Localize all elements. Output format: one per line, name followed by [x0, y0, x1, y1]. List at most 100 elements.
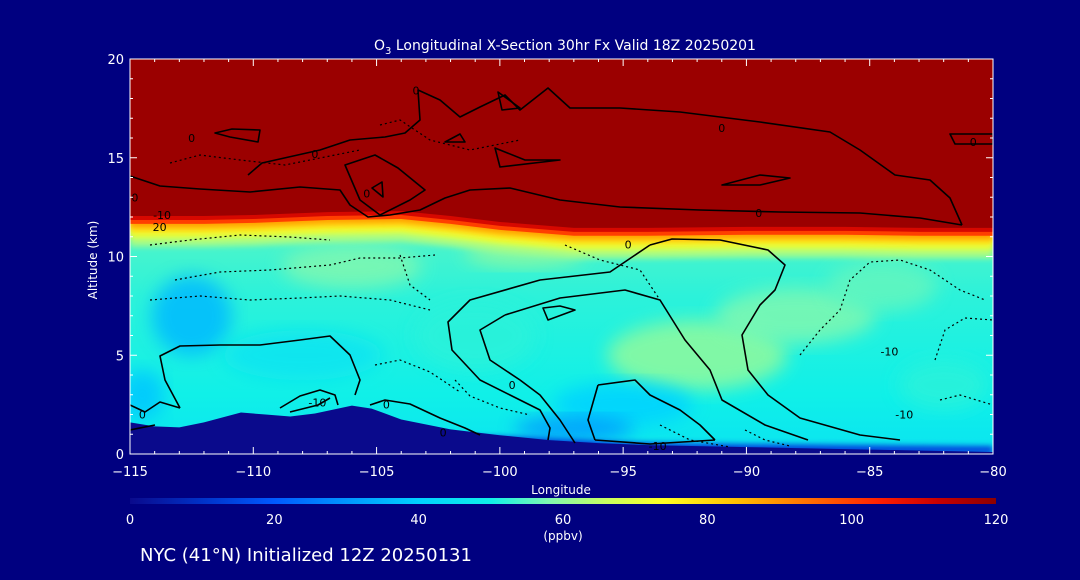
contour-solid [542, 305, 576, 321]
y-axis-label: Altitude (km) [86, 221, 100, 300]
contour-solid [587, 384, 599, 441]
y-axis: 0 5 10 15 20 [107, 53, 993, 463]
contour-dotted [149, 295, 431, 311]
colorbar-tick-label: 100 [839, 513, 864, 528]
ozone-anomaly [827, 261, 938, 312]
ozone-anomaly [553, 382, 694, 427]
ozone-field [130, 59, 993, 454]
contour-solid [130, 424, 156, 431]
contour-label: 0 [383, 399, 390, 412]
contour-dotted [379, 119, 521, 151]
contour-label: 0 [718, 122, 725, 135]
ozone-anomaly [898, 359, 989, 410]
contour-label: 0 [970, 136, 977, 149]
tropopause-band [130, 59, 993, 228]
x-tick-label: −110 [235, 465, 271, 480]
contour-label: 0 [139, 409, 146, 422]
contour-solid [371, 181, 384, 198]
chart-title-main: O [374, 38, 385, 54]
colorbar-tick-label: 60 [555, 513, 572, 528]
contour-dotted [149, 234, 331, 246]
contour-dotted [374, 359, 461, 393]
x-tick-label: −90 [733, 465, 760, 480]
colorbar-tick-label: 80 [699, 513, 716, 528]
contour-solid [497, 91, 521, 111]
chart-title: O3 Longitudinal X-Section 30hr Fx Valid … [374, 38, 756, 57]
colorbar-tick-label: 120 [984, 513, 1009, 528]
terrain [130, 405, 993, 454]
x-axis-label: Longitude [531, 483, 591, 497]
contour-label: 0 [311, 148, 318, 161]
contour-label: 0 [188, 132, 195, 145]
contour-label: 0 [440, 426, 447, 439]
colorbar-ticks: 0 20 40 60 80 100 120 [126, 513, 1009, 528]
contour-solid [479, 314, 576, 444]
contour-label: 0 [131, 191, 138, 204]
x-tick-label: −100 [482, 465, 518, 480]
contour-solid [130, 175, 963, 226]
contour-dotted [934, 317, 993, 361]
contour-solid [597, 379, 716, 441]
y-tick-label: 10 [107, 251, 124, 266]
contour-label: -10 [153, 209, 171, 222]
footer-caption: NYC (41°N) Initialized 12Z 20250131 [140, 545, 472, 566]
ozone-anomaly [513, 416, 634, 441]
contour-label: 0 [413, 85, 420, 98]
contour-solid [130, 401, 181, 413]
contour-solid [949, 133, 993, 145]
colorbar-tick-label: 20 [266, 513, 283, 528]
colorbar-tick-label: 0 [126, 513, 134, 528]
y-tick-label: 20 [107, 53, 124, 68]
contour-solid [214, 128, 261, 143]
contour-dotted [169, 149, 361, 166]
contour-solid [594, 439, 716, 445]
y-tick-label: 0 [116, 448, 124, 463]
x-tick-label: −95 [609, 465, 636, 480]
contour-label: 0 [363, 187, 370, 200]
ozone-anomaly [281, 244, 422, 289]
contour-dotted [939, 394, 993, 406]
contour-label: -10 [649, 440, 667, 453]
ozone-anomaly [151, 275, 232, 356]
x-tick-label: −85 [856, 465, 883, 480]
contour-solid [344, 154, 426, 216]
contour-dotted [399, 254, 431, 301]
contour-dotted [174, 254, 436, 281]
contour-solid [494, 147, 561, 168]
contour-lines [130, 87, 993, 448]
contour-solid [289, 397, 331, 413]
ozone-anomaly [415, 300, 536, 371]
contour-solid [444, 133, 466, 143]
colorbar [130, 498, 996, 504]
contour-solid [504, 289, 809, 441]
x-axis: −115 −110 −105 −100 −95 −90 −85 −80 [112, 59, 1007, 480]
contour-solid [369, 399, 481, 436]
ozone-anomaly [130, 369, 165, 420]
y-tick-label: 15 [107, 152, 124, 167]
chart-title-rest: Longitudinal X-Section 30hr Fx Valid 18Z… [391, 38, 756, 54]
contour-solid [447, 244, 651, 441]
x-tick-label: −80 [979, 465, 1006, 480]
contour-dotted [659, 424, 731, 448]
contour-dotted [799, 259, 986, 356]
x-tick-label: −115 [112, 465, 148, 480]
contour-label: -10 [880, 345, 898, 358]
contour-label: -10 [895, 409, 913, 422]
contour-solid [159, 335, 361, 409]
x-tick-label: −105 [359, 465, 395, 480]
colorbar-label: (ppbv) [543, 529, 582, 543]
contour-label: 0 [509, 379, 516, 392]
ozone-anomaly [222, 330, 383, 381]
contour-label: 0 [755, 207, 762, 220]
contour-solid [721, 174, 791, 186]
contour-solid [279, 389, 339, 409]
contour-label: -10 [308, 397, 326, 410]
contour-solid [649, 238, 901, 441]
y-tick-label: 5 [116, 349, 124, 364]
chart-title-subscript: 3 [385, 46, 391, 57]
contour-dotted [454, 379, 531, 416]
contour-label: 20 [153, 221, 167, 234]
